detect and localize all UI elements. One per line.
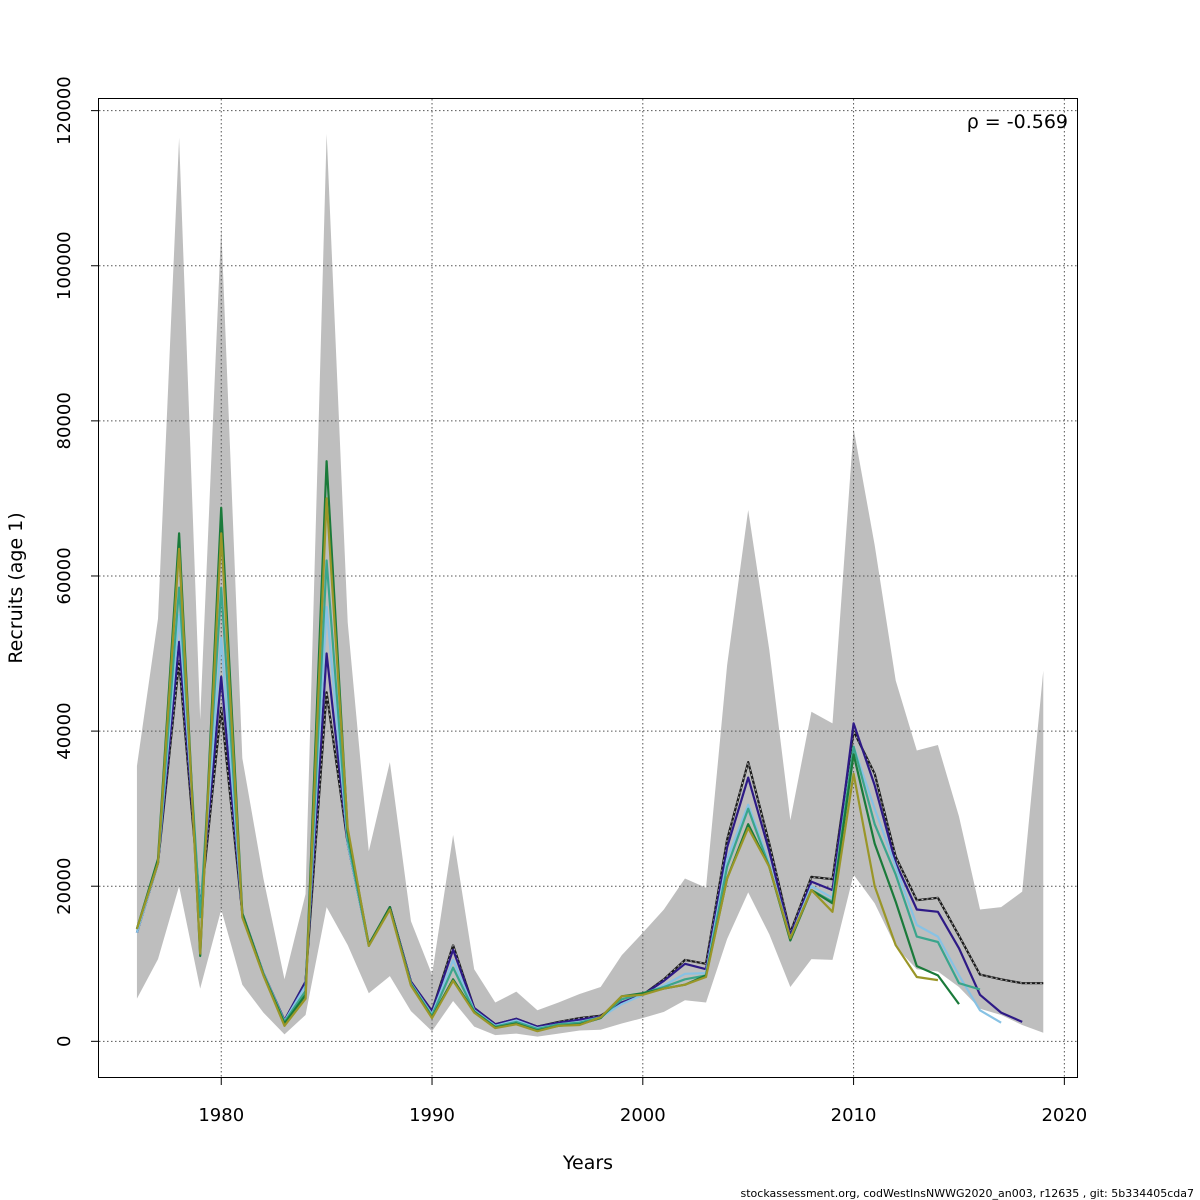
series-layer [135, 460, 1044, 1033]
x-tick-label-2010: 2010 [831, 1105, 877, 1126]
y-tick-label-20000: 20000 [54, 858, 75, 915]
x-axis-title: Years [562, 1152, 613, 1174]
series-line-6 [135, 497, 939, 1033]
plot-frame [98, 98, 1078, 1078]
y-tick-label-40000: 40000 [54, 702, 75, 759]
confidence-band [136, 133, 1044, 1037]
x-tick-label-1980: 1980 [198, 1105, 244, 1126]
axis-layer: 1980 1990 2000 2010 2020 0 20000 40000 60000 8000… [54, 76, 1087, 1126]
confidence-band-layer [136, 133, 1044, 1037]
y-tick-label-120000: 120000 [54, 76, 75, 145]
footer-credit: stockassessment.org, codWestInsNWWG2020_… [741, 1187, 1194, 1200]
x-tick-label-2000: 2000 [620, 1105, 666, 1126]
rho-annotation: ρ = -0.569 [967, 111, 1068, 133]
x-tick-label-2020: 2020 [1041, 1105, 1087, 1126]
y-axis-title: Recruits (age 1) [5, 512, 27, 663]
y-tick-label-100000: 100000 [54, 231, 75, 300]
x-tick-label-1990: 1990 [409, 1105, 455, 1126]
y-tick-label-80000: 80000 [54, 392, 75, 449]
y-tick-label-0: 0 [54, 1036, 75, 1047]
y-tick-label-60000: 60000 [54, 547, 75, 604]
